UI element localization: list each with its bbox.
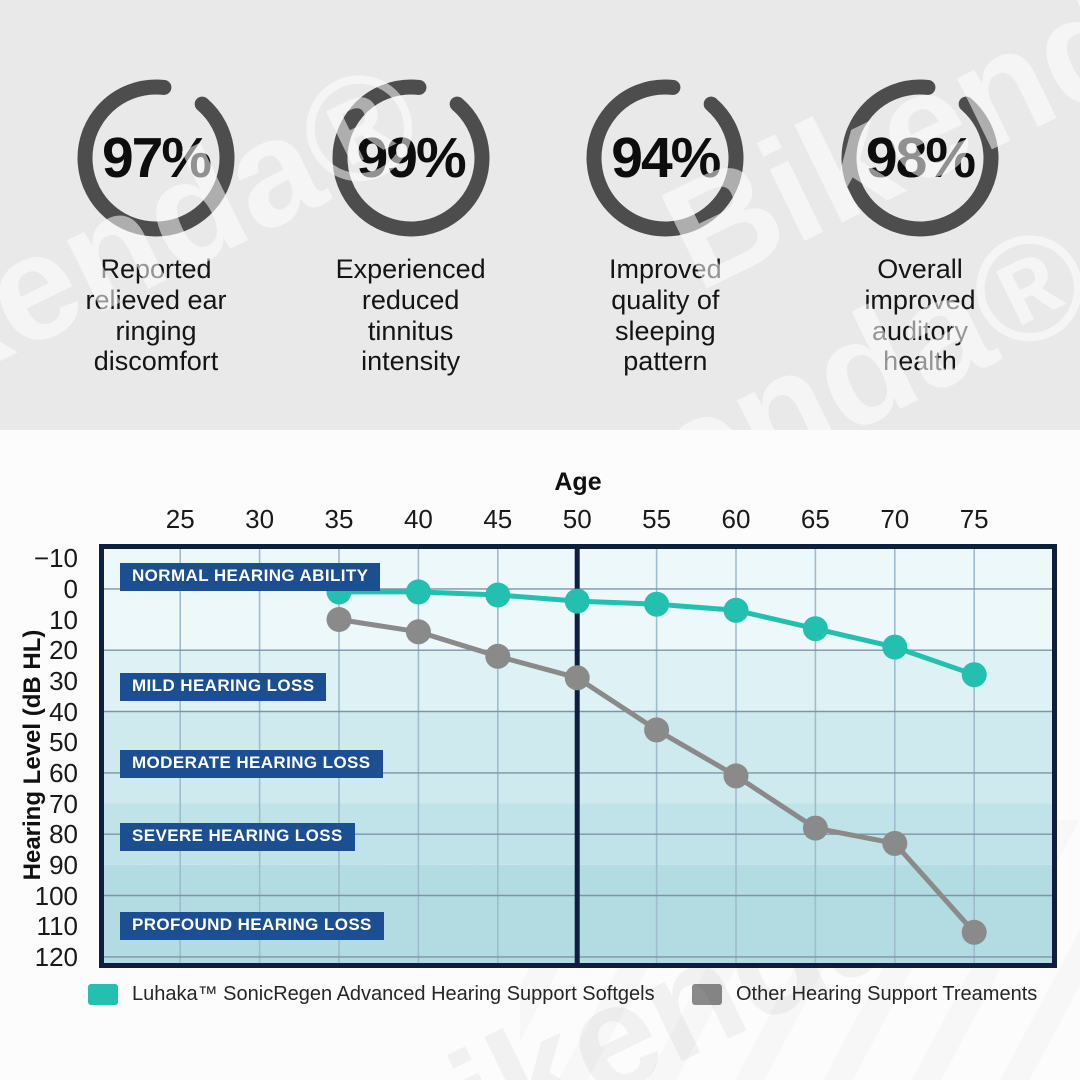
data-point (644, 717, 670, 743)
data-point (644, 591, 670, 617)
x-tick-label: 70 (880, 504, 910, 534)
data-point (802, 815, 828, 841)
zone-label: NORMAL HEARING ABILITY (120, 562, 381, 591)
x-tick-label: 75 (959, 504, 989, 534)
data-point (564, 588, 590, 614)
stat-label: Improved quality of sleeping pattern (609, 254, 722, 377)
x-tick-label: 40 (403, 504, 433, 534)
zone-label: MILD HEARING LOSS (120, 673, 327, 701)
ring-arc-icon (841, 79, 999, 237)
zone-label: MODERATE HEARING LOSS (120, 749, 383, 778)
stat-label: Experienced reduced tinnitus intensity (335, 254, 486, 377)
stat-card-auditory-health: 98% Overall improved auditory health (794, 0, 1046, 430)
x-tick-label: 55 (642, 504, 672, 534)
legend-label: Other Hearing Support Treaments (736, 983, 1038, 1005)
x-tick-label: 65 (800, 504, 830, 534)
hearing-chart-svg (104, 549, 1052, 963)
legend-item-sonicregen: Luhaka™ SonicRegen Advanced Hearing Supp… (88, 983, 655, 1006)
progress-ring: 98% (838, 76, 1002, 240)
y-tick-label: 50 (49, 727, 78, 758)
plot-area: Bikenda® Bikenda® Bikenda® NORMAL HEARIN… (99, 544, 1057, 968)
stat-card-sleep: 94% Improved quality of sleeping pattern (539, 0, 791, 430)
stat-label: Overall improved auditory health (864, 254, 976, 377)
progress-ring: 99% (329, 76, 493, 240)
data-point (882, 830, 908, 856)
stat-percent: 97% (101, 126, 212, 190)
y-tick-label: 90 (49, 849, 78, 880)
data-point (405, 579, 431, 605)
x-tick-label: 25 (165, 504, 195, 534)
y-tick-label: 100 (34, 880, 78, 911)
y-tick-label: 20 (49, 635, 78, 666)
progress-ring: 94% (583, 76, 747, 240)
y-tick-label: 30 (49, 665, 78, 696)
stat-card-tinnitus: 99% Experienced reduced tinnitus intensi… (285, 0, 537, 430)
data-point (961, 919, 987, 945)
zone-label: PROFOUND HEARING LOSS (120, 912, 384, 941)
stat-percent: 98% (865, 126, 976, 190)
legend-label: Luhaka™ SonicRegen Advanced Hearing Supp… (132, 983, 655, 1005)
ring-arc-icon (586, 79, 744, 237)
y-tick-label: 120 (34, 941, 78, 972)
y-tick-label: 70 (49, 788, 78, 819)
stats-section: Bikenda® Bikenda® Bikenda® 97% Reported … (0, 0, 1080, 430)
y-tick-label: −10 (33, 543, 78, 574)
data-point (405, 619, 431, 645)
x-tick-label: 45 (483, 504, 513, 534)
y-tick-label: 40 (49, 696, 78, 727)
ring-arc-icon (332, 79, 490, 237)
data-point (326, 607, 352, 632)
y-tick-label: 80 (49, 819, 78, 850)
stat-cards-row: 97% Reported relieved ear ringing discom… (0, 0, 1080, 430)
stat-percent: 94% (611, 126, 721, 190)
progress-ring: 97% (74, 76, 238, 240)
data-point (485, 643, 511, 669)
data-point (961, 662, 987, 688)
data-point (802, 616, 828, 642)
legend-swatch-gray (692, 984, 722, 1005)
data-point (564, 665, 590, 691)
data-point (723, 763, 749, 789)
data-point (485, 582, 511, 608)
x-tick-label: 35 (324, 504, 354, 534)
x-axis-title: Age (554, 468, 602, 496)
legend-swatch-teal (88, 984, 118, 1005)
data-point (723, 597, 749, 623)
data-point (882, 634, 908, 660)
zone-label: SEVERE HEARING LOSS (120, 823, 355, 852)
stat-label: Reported relieved ear ringing discomfort (85, 254, 227, 377)
x-tick-label: 30 (245, 504, 275, 534)
y-tick-label: 60 (49, 757, 78, 788)
stat-percent: 99% (356, 126, 467, 190)
y-tick-label: 10 (49, 604, 78, 635)
x-tick-label: 60 (721, 504, 751, 534)
legend-item-other-treatments: Other Hearing Support Treaments (692, 983, 1037, 1006)
x-tick-label: 50 (562, 504, 592, 534)
y-tick-label: 0 (63, 573, 78, 604)
ring-arc-icon (77, 79, 235, 237)
y-tick-label: 110 (36, 911, 78, 942)
stat-card-ear-ringing: 97% Reported relieved ear ringing discom… (30, 0, 282, 430)
